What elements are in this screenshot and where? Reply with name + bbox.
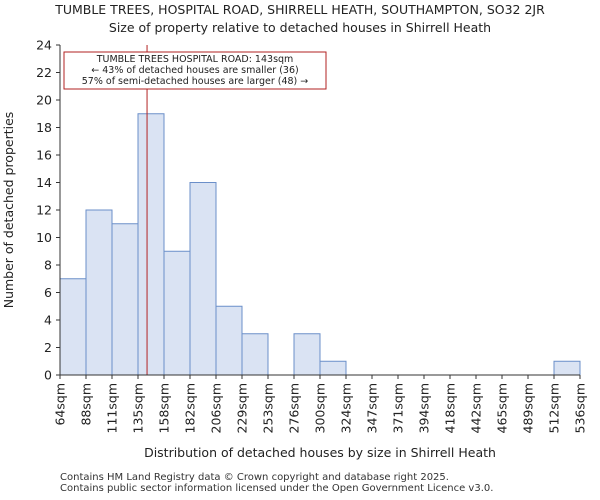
y-tick-label: 12 bbox=[36, 203, 52, 218]
chart-title: TUMBLE TREES, HOSPITAL ROAD, SHIRRELL HE… bbox=[55, 2, 545, 17]
x-tick-label: 88sqm bbox=[79, 383, 94, 426]
bar-300sqm bbox=[319, 360, 347, 376]
y-tick-label: 2 bbox=[44, 340, 52, 355]
x-tick-label: 489sqm bbox=[521, 383, 536, 433]
bar-111sqm bbox=[111, 223, 139, 376]
bar-158sqm bbox=[163, 250, 191, 376]
bar-88sqm bbox=[85, 209, 113, 376]
x-tick-label: 465sqm bbox=[495, 383, 510, 433]
x-tick-label: 442sqm bbox=[469, 383, 484, 433]
bar-229sqm bbox=[241, 333, 269, 376]
x-tick-label: 324sqm bbox=[339, 383, 354, 433]
x-tick-label: 158sqm bbox=[157, 383, 172, 433]
x-tick-label: 371sqm bbox=[391, 383, 406, 433]
y-tick-label: 18 bbox=[36, 120, 52, 135]
x-tick-label: 206sqm bbox=[209, 383, 224, 433]
x-tick-label: 253sqm bbox=[261, 383, 276, 433]
x-tick-label: 111sqm bbox=[105, 383, 120, 433]
bar-182sqm bbox=[189, 182, 217, 376]
x-tick-label: 64sqm bbox=[53, 383, 68, 426]
x-tick-label: 536sqm bbox=[573, 383, 588, 433]
y-tick-label: 8 bbox=[44, 258, 52, 273]
y-tick-label: 16 bbox=[36, 148, 52, 163]
annotation-line-3: 57% of semi-detached houses are larger (… bbox=[82, 76, 309, 87]
y-axis-label: Number of detached properties bbox=[1, 112, 16, 309]
footer-copyright: Contains HM Land Registry data © Crown c… bbox=[60, 472, 449, 483]
x-tick-label: 347sqm bbox=[365, 383, 380, 433]
bar-206sqm bbox=[215, 305, 243, 376]
x-tick-label: 418sqm bbox=[443, 383, 458, 433]
x-axis-label: Distribution of detached houses by size … bbox=[144, 445, 496, 460]
y-tick-label: 14 bbox=[36, 175, 52, 190]
x-tick-label: 300sqm bbox=[313, 383, 328, 433]
footer-licence: Contains public sector information licen… bbox=[60, 483, 494, 494]
x-tick-label: 135sqm bbox=[131, 383, 146, 433]
y-tick-label: 20 bbox=[36, 93, 52, 108]
annotation-line-2: ← 43% of detached houses are smaller (36… bbox=[91, 65, 298, 76]
bar-512sqm bbox=[553, 360, 581, 376]
y-tick-label: 0 bbox=[44, 368, 52, 383]
y-tick-label: 4 bbox=[44, 313, 52, 328]
x-tick-label: 229sqm bbox=[235, 383, 250, 433]
y-tick-label: 10 bbox=[36, 230, 52, 245]
annotation-line-1: TUMBLE TREES HOSPITAL ROAD: 143sqm bbox=[96, 54, 294, 65]
bar-276sqm bbox=[293, 333, 321, 376]
chart-subtitle: Size of property relative to detached ho… bbox=[108, 20, 492, 35]
annotation-box bbox=[63, 51, 327, 90]
y-tick-label: 6 bbox=[44, 285, 52, 300]
bar-64sqm bbox=[59, 278, 87, 376]
x-tick-label: 394sqm bbox=[417, 383, 432, 433]
y-tick-label: 22 bbox=[36, 65, 52, 80]
x-tick-label: 276sqm bbox=[287, 383, 302, 433]
y-tick-label: 24 bbox=[36, 38, 52, 53]
bar-135sqm bbox=[137, 113, 165, 376]
x-tick-label: 182sqm bbox=[183, 383, 198, 433]
x-tick-label: 512sqm bbox=[547, 383, 562, 433]
